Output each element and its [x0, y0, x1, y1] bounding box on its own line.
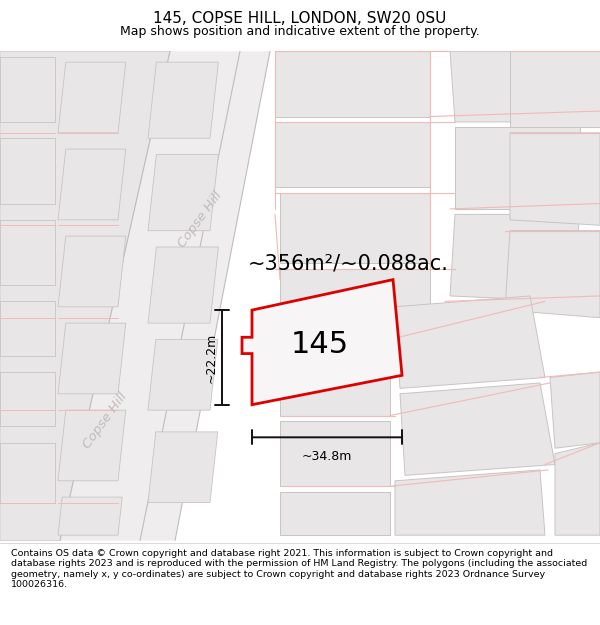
Polygon shape	[280, 492, 390, 535]
Polygon shape	[395, 470, 545, 535]
Polygon shape	[250, 279, 402, 405]
Polygon shape	[505, 231, 600, 318]
Text: ~34.8m: ~34.8m	[302, 451, 352, 463]
Text: ~356m²/~0.088ac.: ~356m²/~0.088ac.	[248, 253, 449, 273]
Polygon shape	[0, 220, 55, 285]
Polygon shape	[242, 279, 402, 405]
Polygon shape	[0, 138, 55, 204]
Polygon shape	[148, 432, 218, 502]
Polygon shape	[0, 372, 55, 426]
Polygon shape	[140, 51, 270, 541]
Polygon shape	[0, 51, 170, 541]
Text: Map shows position and indicative extent of the property.: Map shows position and indicative extent…	[120, 26, 480, 39]
Polygon shape	[395, 296, 545, 388]
Polygon shape	[550, 372, 600, 448]
Polygon shape	[280, 345, 390, 416]
Polygon shape	[58, 149, 126, 220]
Polygon shape	[555, 442, 600, 535]
Polygon shape	[510, 132, 600, 225]
Polygon shape	[148, 62, 218, 138]
Text: Contains OS data © Crown copyright and database right 2021. This information is : Contains OS data © Crown copyright and d…	[11, 549, 587, 589]
Polygon shape	[0, 301, 55, 356]
Polygon shape	[280, 269, 430, 339]
Polygon shape	[275, 51, 430, 116]
Text: Copse Hill: Copse Hill	[175, 189, 224, 250]
Polygon shape	[450, 214, 580, 301]
Polygon shape	[400, 383, 555, 476]
Text: ~22.2m: ~22.2m	[205, 332, 218, 382]
Polygon shape	[58, 236, 126, 307]
Polygon shape	[58, 323, 126, 394]
Polygon shape	[58, 497, 122, 535]
Polygon shape	[275, 122, 430, 188]
Polygon shape	[280, 421, 390, 486]
Polygon shape	[58, 62, 126, 132]
Polygon shape	[0, 57, 55, 122]
Polygon shape	[58, 410, 126, 481]
Polygon shape	[148, 247, 218, 323]
Polygon shape	[0, 442, 55, 503]
Text: 145: 145	[291, 331, 349, 359]
Text: Copse Hill: Copse Hill	[80, 391, 130, 451]
Polygon shape	[148, 154, 218, 231]
Polygon shape	[455, 127, 580, 209]
Text: 145, COPSE HILL, LONDON, SW20 0SU: 145, COPSE HILL, LONDON, SW20 0SU	[154, 11, 446, 26]
Polygon shape	[60, 51, 240, 541]
Polygon shape	[510, 51, 600, 127]
Polygon shape	[450, 51, 580, 122]
Polygon shape	[148, 339, 218, 410]
Polygon shape	[280, 192, 430, 263]
